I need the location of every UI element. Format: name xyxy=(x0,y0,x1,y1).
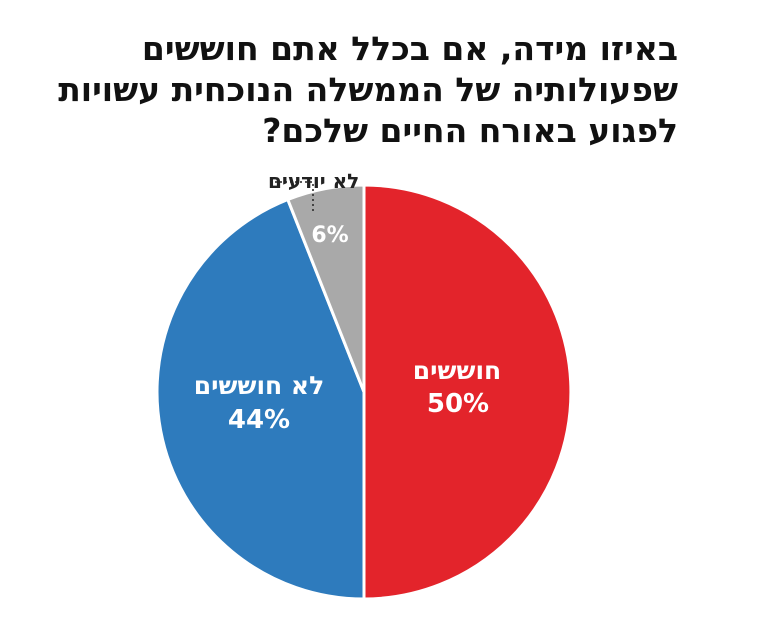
chart-title: באיזו מידה, אם בכלל אתם חוששים שפעולותיה… xyxy=(38,28,678,151)
slice-value-not-worried: 44% xyxy=(228,405,290,435)
slice-label-worried: חוששים xyxy=(413,356,501,385)
chart-title-line-3: לפגוע באורח החיים שלכם? xyxy=(262,111,678,150)
slice-value-dont-know: 6% xyxy=(311,223,348,248)
callout-label-dont-know: לא יודעים xyxy=(268,169,359,193)
slice-label-not-worried: לא חוששים xyxy=(194,371,324,400)
pie-slice-dont-know xyxy=(286,183,366,394)
pie-labels: חוששים 50% לא חוששים 44% 6% לא יודעים xyxy=(194,169,501,435)
chart-title-line-2: שפעולותיה של הממשלה הנוכחית עשויות xyxy=(58,70,678,109)
slice-value-worried: 50% xyxy=(427,389,489,419)
pie-slice-worried xyxy=(362,183,573,601)
pie-slices xyxy=(155,183,573,601)
chart-title-line-1: באיזו מידה, אם בכלל אתם חוששים xyxy=(141,29,678,68)
pie-slice-not-worried xyxy=(155,198,366,601)
